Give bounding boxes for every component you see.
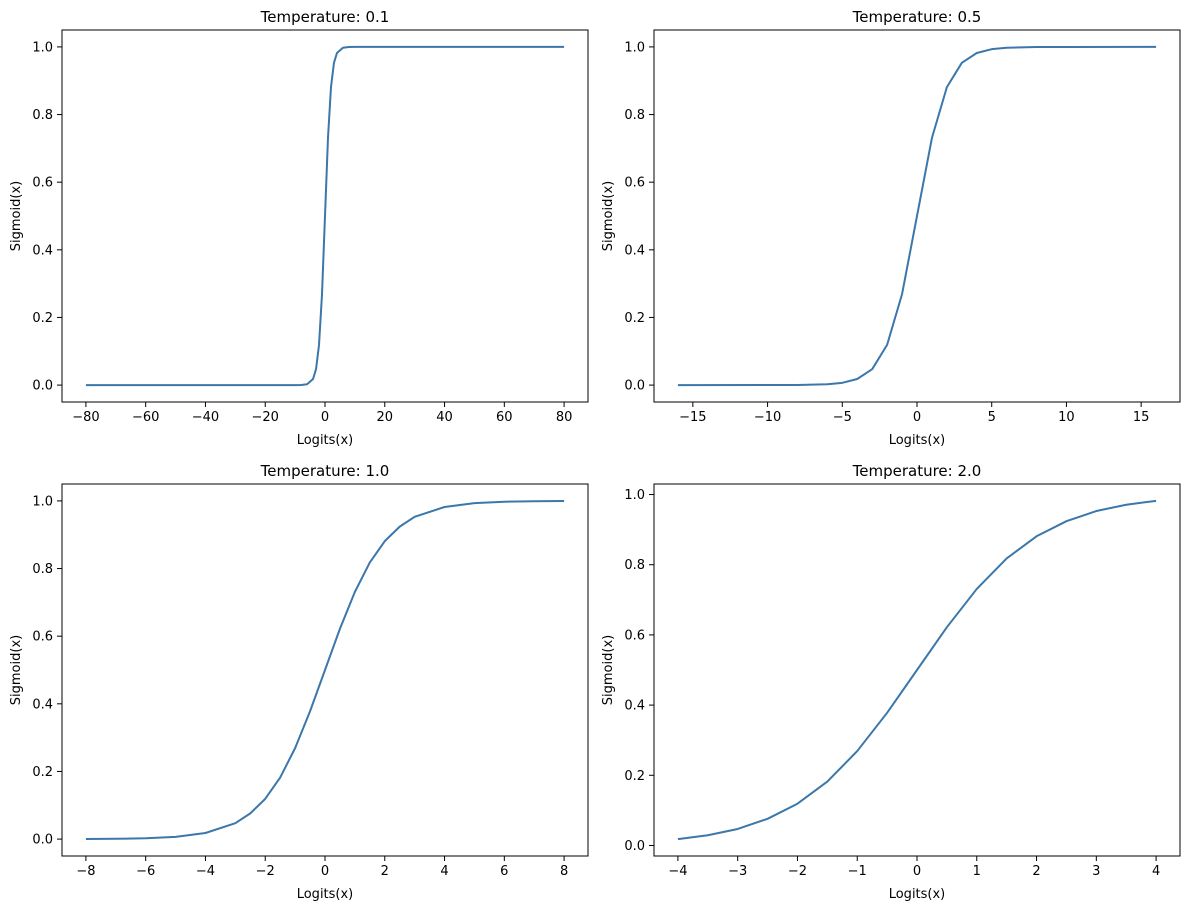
x-tick-label: 0 xyxy=(321,410,329,425)
series-line-1 xyxy=(677,499,1157,841)
x-tick-label: 10 xyxy=(1058,410,1075,425)
x-tick-label: 0 xyxy=(913,864,921,879)
subplot-3: −8 −6 −4 −2 0 2 4 6 8 0.0 0.2 0.4 0.6 0.8 1.0 Temperatu… xyxy=(9,462,589,902)
x-tick-label: 1 xyxy=(973,864,981,879)
x-tick-label: −4 xyxy=(196,864,215,879)
y-tick-label: 0.2 xyxy=(32,311,53,326)
x-axis-label: Logits(x) xyxy=(297,887,354,902)
y-axis-label: Sigmoid(x) xyxy=(601,635,616,705)
x-axis-label: Logits(x) xyxy=(889,433,946,448)
series-line-1 xyxy=(85,45,565,387)
y-tick-label: 0.2 xyxy=(624,311,645,326)
y-tick-label: 0.4 xyxy=(624,243,645,258)
x-tick-label: −10 xyxy=(754,410,781,425)
subplot-title: Temperature: 2.0 xyxy=(852,462,982,480)
x-tick-label: 8 xyxy=(560,864,568,879)
y-tick-label: 1.0 xyxy=(624,40,645,55)
x-tick-label: 40 xyxy=(436,410,453,425)
x-tick-label: −80 xyxy=(72,410,99,425)
x-tick-label: 2 xyxy=(381,864,389,879)
x-tick-label: −8 xyxy=(76,864,95,879)
x-tick-label: 4 xyxy=(1152,864,1160,879)
x-tick-label: 60 xyxy=(496,410,513,425)
x-axis-label: Logits(x) xyxy=(297,433,354,448)
x-tick-label: −20 xyxy=(252,410,279,425)
y-tick-label: 0.0 xyxy=(32,833,53,848)
x-tick-label: −4 xyxy=(668,864,687,879)
x-tick-label: 2 xyxy=(1032,864,1040,879)
y-tick-label: 0.6 xyxy=(624,176,645,191)
x-tick-label: −2 xyxy=(788,864,807,879)
y-tick-label: 0.0 xyxy=(32,379,53,394)
y-tick-label: 0.6 xyxy=(32,630,53,645)
x-tick-label: 80 xyxy=(556,410,573,425)
x-tick-label: −60 xyxy=(132,410,159,425)
y-tick-label: 0.2 xyxy=(624,769,645,784)
y-axis-label: Sigmoid(x) xyxy=(9,181,24,251)
x-axis-label: Logits(x) xyxy=(889,887,946,902)
subplot-title: Temperature: 1.0 xyxy=(260,462,390,480)
subplot-title: Temperature: 0.5 xyxy=(852,8,982,26)
y-tick-label: 0.4 xyxy=(32,243,53,258)
subplot-1: −80 −60 −40 −20 0 20 40 60 80 0.0 0.2 0.4 0.6 0.8 1.0 T… xyxy=(9,8,589,448)
subplot-2: −15 −10 −5 0 5 10 15 0.0 0.2 0.4 0.6 0.8 1.0 Temperat… xyxy=(601,8,1181,448)
x-tick-label: −5 xyxy=(833,410,852,425)
x-tick-label: 5 xyxy=(988,410,996,425)
x-tick-label: −6 xyxy=(136,864,155,879)
x-tick-label: −3 xyxy=(728,864,747,879)
x-tick-label: 3 xyxy=(1092,864,1100,879)
x-tick-label: 0 xyxy=(913,410,921,425)
y-tick-label: 0.4 xyxy=(32,697,53,712)
subplot-4: −4 −3 −2 −1 0 1 2 3 4 0.0 0.2 0.4 0.6 0.8 1.0 Temperatu… xyxy=(601,462,1181,902)
y-tick-label: 1.0 xyxy=(32,494,53,509)
x-tick-label: 6 xyxy=(500,864,508,879)
y-tick-label: 0.8 xyxy=(32,108,53,123)
x-tick-label: −1 xyxy=(848,864,867,879)
y-tick-label: 0.2 xyxy=(32,765,53,780)
series-line-1 xyxy=(85,500,565,840)
y-tick-label: 1.0 xyxy=(624,488,645,503)
y-tick-label: 0.0 xyxy=(624,379,645,394)
x-tick-label: −15 xyxy=(679,410,706,425)
series-line-1 xyxy=(677,45,1157,387)
y-tick-label: 0.8 xyxy=(624,108,645,123)
y-axis-label: Sigmoid(x) xyxy=(601,181,616,251)
y-tick-label: 0.8 xyxy=(32,562,53,577)
x-tick-label: −40 xyxy=(192,410,219,425)
x-tick-label: 0 xyxy=(321,864,329,879)
y-tick-label: 0.4 xyxy=(624,699,645,714)
subplot-title: Temperature: 0.1 xyxy=(260,8,390,26)
y-tick-label: 0.0 xyxy=(624,839,645,854)
x-tick-label: −2 xyxy=(256,864,275,879)
x-tick-label: 20 xyxy=(376,410,393,425)
y-tick-label: 0.6 xyxy=(624,628,645,643)
y-tick-label: 0.8 xyxy=(624,558,645,573)
x-tick-label: 15 xyxy=(1133,410,1150,425)
y-tick-label: 1.0 xyxy=(32,40,53,55)
y-axis-label: Sigmoid(x) xyxy=(9,635,24,705)
y-tick-label: 0.6 xyxy=(32,176,53,191)
x-tick-label: 4 xyxy=(440,864,448,879)
